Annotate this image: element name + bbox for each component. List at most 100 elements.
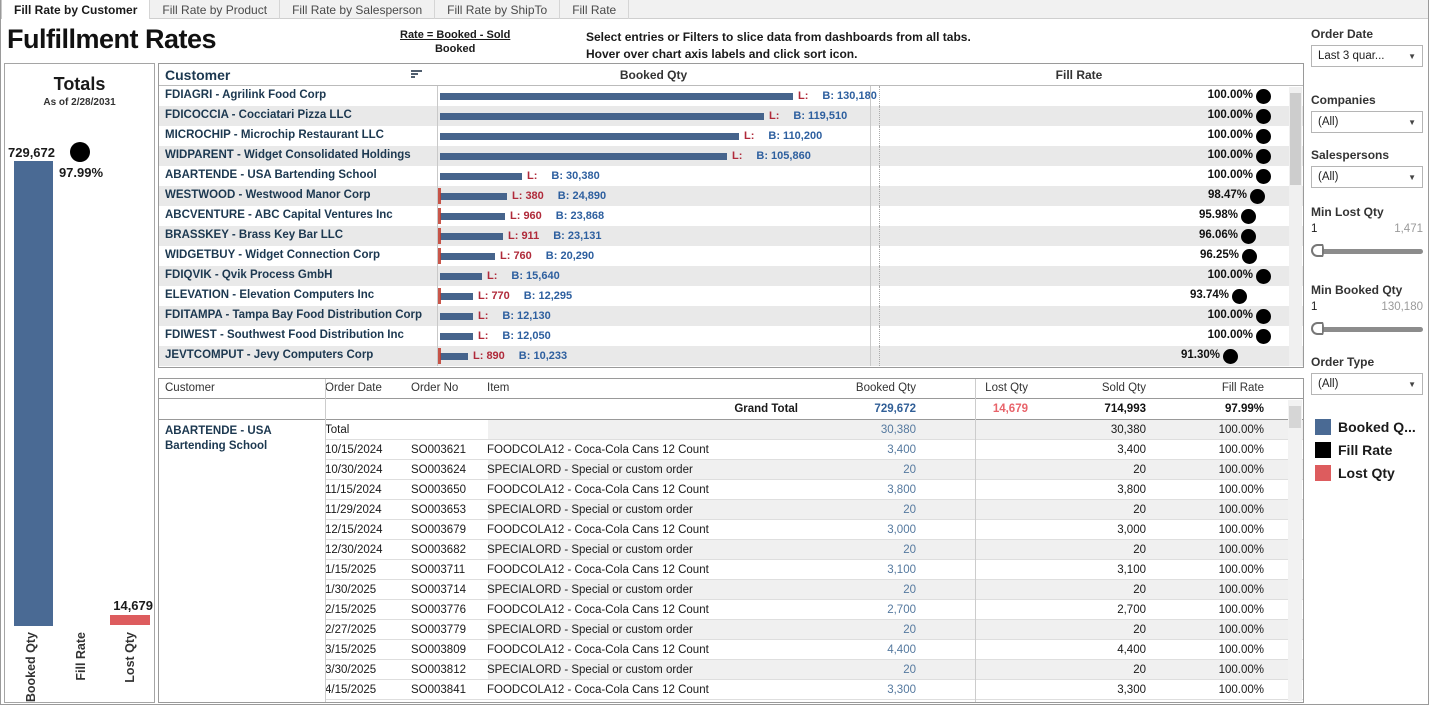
booked-qty-bar[interactable] (440, 133, 739, 140)
min-lost-qty-slider-thumb[interactable] (1311, 244, 1324, 257)
booked-qty-bar[interactable] (440, 153, 727, 160)
booked-qty-bar[interactable] (440, 113, 764, 120)
totals-axis-booked-qty[interactable]: Booked Qty (21, 632, 41, 705)
lost-qty-bar[interactable] (438, 248, 441, 264)
min-booked-qty-slider[interactable] (1311, 322, 1423, 336)
fill-rate-dot[interactable] (1250, 189, 1265, 204)
chart-scrollbar[interactable] (1289, 87, 1302, 366)
totals-axis-lost-qty[interactable]: Lost Qty (120, 632, 140, 705)
table-row[interactable]: 2/15/2025SO003776FOODCOLA12 - Coca-Cola … (325, 600, 1303, 620)
lost-qty-bar[interactable] (438, 188, 441, 204)
chart-row[interactable]: BRASSKEY - Brass Key Bar LLCL: 911B: 23,… (159, 226, 1303, 246)
chart-row[interactable]: WIDGETBUY - Widget Connection CorpL: 760… (159, 246, 1303, 266)
chart-customer-label[interactable]: ABARTENDE - USA Bartending School (159, 166, 437, 186)
table-header-sold-qty[interactable]: Sold Qty (1038, 379, 1156, 398)
chart-row[interactable]: WIDPARENT - Widget Consolidated Holdings… (159, 146, 1303, 166)
table-header-item[interactable]: Item (487, 379, 808, 398)
grand-total-row[interactable]: Grand Total 729,672 14,679 714,993 97.99… (159, 399, 1303, 420)
min-booked-qty-slider-thumb[interactable] (1311, 322, 1324, 335)
table-header-order-date[interactable]: Order Date (325, 379, 411, 398)
table-row[interactable]: 1/15/2025SO003711FOODCOLA12 - Coca-Cola … (325, 560, 1303, 580)
totals-axis-fill-rate[interactable]: Fill Rate (71, 632, 91, 705)
chart-row[interactable]: MICROCHIP - Microchip Restaurant LLCL:B:… (159, 126, 1303, 146)
booked-qty-bar[interactable] (440, 353, 468, 360)
booked-qty-bar[interactable] (440, 193, 507, 200)
fill-rate-dot[interactable] (1241, 209, 1256, 224)
chart-row[interactable]: JEVTCOMPUT - Jevy Computers CorpL: 890B:… (159, 346, 1303, 366)
tab-fill-rate-by-salesperson[interactable]: Fill Rate by Salesperson (280, 0, 435, 19)
table-row[interactable]: 11/29/2024SO003653SPECIALORD - Special o… (325, 500, 1303, 520)
table-header-customer[interactable]: Customer (159, 379, 325, 398)
table-row[interactable]: 3/30/2025SO003812SPECIALORD - Special or… (325, 660, 1303, 680)
chart-row[interactable]: WESTWOOD - Westwood Manor CorpL: 380B: 2… (159, 186, 1303, 206)
companies-dropdown[interactable]: (All)▼ (1311, 111, 1423, 133)
booked-qty-bar[interactable] (440, 333, 473, 340)
fill-rate-dot[interactable] (1256, 89, 1271, 104)
chart-customer-label[interactable]: ABCVENTURE - ABC Capital Ventures Inc (159, 206, 437, 226)
chart-row[interactable]: FDICOCCIA - Cocciatari Pizza LLCL:B: 119… (159, 106, 1303, 126)
chart-customer-label[interactable]: WIDPARENT - Widget Consolidated Holdings (159, 146, 437, 166)
table-group-customer[interactable]: ABARTENDE - USA Bartending School (165, 424, 317, 454)
chart-header-customer[interactable]: Customer (159, 64, 437, 85)
fill-rate-dot[interactable] (1256, 329, 1271, 344)
totals-booked-bar[interactable] (14, 161, 53, 626)
tab-fill-rate[interactable]: Fill Rate (560, 0, 629, 19)
table-row[interactable]: 12/30/2024SO003682SPECIALORD - Special o… (325, 540, 1303, 560)
order-date-dropdown[interactable]: Last 3 quar...▼ (1311, 45, 1423, 67)
booked-qty-bar[interactable] (440, 233, 503, 240)
booked-qty-bar[interactable] (440, 173, 522, 180)
table-total-row[interactable]: Total30,38030,380100.00% (325, 420, 1303, 440)
chart-customer-label[interactable]: FDIWEST - Southwest Food Distribution In… (159, 326, 437, 346)
salespersons-dropdown[interactable]: (All)▼ (1311, 166, 1423, 188)
chart-customer-label[interactable]: BRASSKEY - Brass Key Bar LLC (159, 226, 437, 246)
booked-qty-bar[interactable] (440, 213, 505, 220)
table-row[interactable]: 2/27/2025SO003779SPECIALORD - Special or… (325, 620, 1303, 640)
table-header-fill-rate[interactable]: Fill Rate (1156, 379, 1274, 398)
tab-fill-rate-by-customer[interactable]: Fill Rate by Customer (1, 0, 150, 19)
totals-fill-rate-dot[interactable] (70, 142, 90, 162)
chart-row[interactable]: FDITAMPA - Tampa Bay Food Distribution C… (159, 306, 1303, 326)
chart-row[interactable]: ELEVATION - Elevation Computers IncL: 77… (159, 286, 1303, 306)
fill-rate-dot[interactable] (1256, 309, 1271, 324)
tab-fill-rate-by-product[interactable]: Fill Rate by Product (150, 0, 280, 19)
fill-rate-dot[interactable] (1256, 109, 1271, 124)
fill-rate-dot[interactable] (1232, 289, 1247, 304)
chart-scrollbar-thumb[interactable] (1290, 93, 1301, 185)
chart-customer-label[interactable]: FDICOCCIA - Cocciatari Pizza LLC (159, 106, 437, 126)
chart-customer-label[interactable]: WIDGETBUY - Widget Connection Corp (159, 246, 437, 266)
table-row[interactable]: 10/30/2024SO003624SPECIALORD - Special o… (325, 460, 1303, 480)
tab-fill-rate-by-shipto[interactable]: Fill Rate by ShipTo (435, 0, 560, 19)
lost-qty-bar[interactable] (438, 348, 441, 364)
chart-customer-label[interactable]: ELEVATION - Elevation Computers Inc (159, 286, 437, 306)
table-row[interactable]: 12/15/2024SO003679FOODCOLA12 - Coca-Cola… (325, 520, 1303, 540)
chart-customer-label[interactable]: WESTWOOD - Westwood Manor Corp (159, 186, 437, 206)
table-row[interactable]: 3/15/2025SO003809FOODCOLA12 - Coca-Cola … (325, 640, 1303, 660)
legend-item-booked-q[interactable]: Booked Q... (1315, 419, 1416, 435)
booked-qty-bar[interactable] (440, 93, 793, 100)
legend-item-lost-qty[interactable]: Lost Qty (1315, 465, 1416, 481)
chart-row[interactable]: FDIAGRI - Agrilink Food CorpL:B: 130,180… (159, 86, 1303, 106)
chart-row[interactable]: ABCVENTURE - ABC Capital Ventures IncL: … (159, 206, 1303, 226)
fill-rate-dot[interactable] (1241, 229, 1256, 244)
table-header-lost-qty[interactable]: Lost Qty (926, 379, 1038, 398)
booked-qty-bar[interactable] (440, 293, 473, 300)
chart-customer-label[interactable]: JEVTCOMPUT - Jevy Computers Corp (159, 346, 437, 366)
table-scrollbar-thumb[interactable] (1289, 406, 1301, 428)
table-row[interactable]: 11/15/2024SO003650FOODCOLA12 - Coca-Cola… (325, 480, 1303, 500)
fill-rate-dot[interactable] (1256, 129, 1271, 144)
table-header-booked-qty[interactable]: Booked Qty (808, 379, 926, 398)
chart-customer-label[interactable]: FDITAMPA - Tampa Bay Food Distribution C… (159, 306, 437, 326)
totals-lost-bar[interactable] (110, 615, 150, 625)
booked-qty-bar[interactable] (440, 313, 473, 320)
chart-row[interactable]: ABARTENDE - USA Bartending SchoolL:B: 30… (159, 166, 1303, 186)
order-type-dropdown[interactable]: (All)▼ (1311, 373, 1423, 395)
table-row[interactable]: 4/15/2025SO003841FOODCOLA12 - Coca-Cola … (325, 680, 1303, 700)
chart-customer-label[interactable]: FDIQVIK - Qvik Process GmbH (159, 266, 437, 286)
chart-header-fill-rate[interactable]: Fill Rate (870, 64, 1288, 85)
fill-rate-dot[interactable] (1223, 349, 1238, 364)
fill-rate-dot[interactable] (1242, 249, 1257, 264)
table-row[interactable]: 1/30/2025SO003714SPECIALORD - Special or… (325, 580, 1303, 600)
lost-qty-bar[interactable] (438, 208, 441, 224)
chart-header-booked-qty[interactable]: Booked Qty (437, 64, 870, 85)
fill-rate-dot[interactable] (1256, 149, 1271, 164)
